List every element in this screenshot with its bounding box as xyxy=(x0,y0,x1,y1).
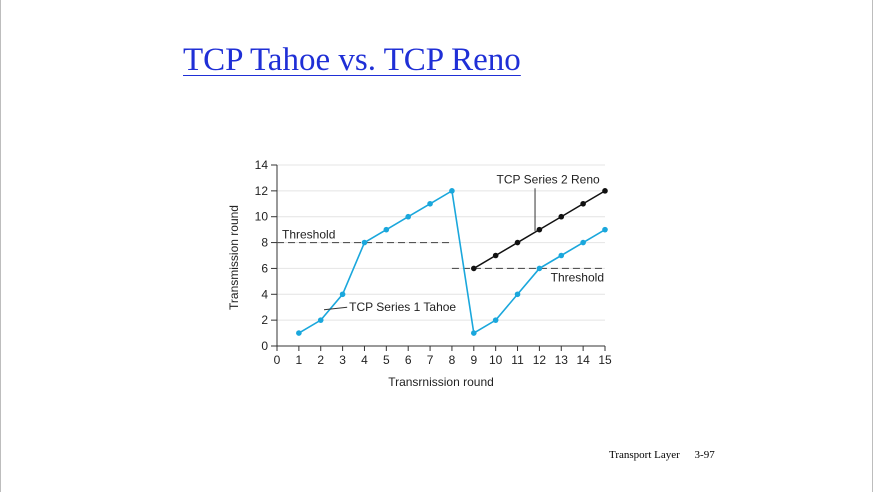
data-point xyxy=(602,188,608,194)
x-tick-label: 10 xyxy=(489,353,503,367)
y-tick-label: 10 xyxy=(255,210,269,224)
data-point xyxy=(405,213,412,220)
x-tick-label: 3 xyxy=(339,353,346,367)
data-point xyxy=(536,265,543,272)
x-tick-label: 4 xyxy=(361,353,368,367)
data-point xyxy=(558,213,565,220)
x-tick-label: 15 xyxy=(598,353,612,367)
y-tick-label: 4 xyxy=(261,287,268,301)
y-tick-label: 8 xyxy=(261,236,268,250)
data-point xyxy=(471,265,477,272)
data-point xyxy=(296,330,302,336)
x-tick-label: 13 xyxy=(555,353,569,367)
data-point xyxy=(339,291,346,298)
data-point xyxy=(580,239,586,246)
annotation-reno: TCP Series 2 Reno xyxy=(497,173,600,187)
x-tick-label: 1 xyxy=(296,353,303,367)
footer-page-number: 3-97 xyxy=(694,449,715,461)
data-point xyxy=(514,239,521,246)
y-tick-label: 14 xyxy=(255,158,269,172)
x-tick-label: 8 xyxy=(449,353,456,367)
x-tick-label: 9 xyxy=(470,353,477,367)
x-tick-label: 0 xyxy=(274,353,281,367)
x-axis-title: Transrnission round xyxy=(388,375,494,389)
x-tick-label: 14 xyxy=(576,353,590,367)
threshold-label: Threshold xyxy=(551,270,604,284)
slide-title: TCP Tahoe vs. TCP Reno xyxy=(183,42,521,78)
slide-footer: Transport Layer 3-97 xyxy=(609,449,715,461)
x-tick-label: 12 xyxy=(533,353,547,367)
y-tick-label: 6 xyxy=(261,261,268,275)
x-tick-label: 7 xyxy=(427,353,434,367)
threshold-label: Threshold xyxy=(282,228,335,242)
annotation-leader-tahoe xyxy=(323,306,348,311)
footer-section: Transport Layer xyxy=(609,449,680,461)
y-tick-label: 0 xyxy=(261,339,268,353)
data-point xyxy=(580,200,586,207)
data-point xyxy=(558,252,565,259)
data-point xyxy=(383,226,390,233)
data-point xyxy=(492,252,499,259)
y-tick-label: 2 xyxy=(261,313,268,327)
data-point xyxy=(536,226,543,233)
x-tick-label: 6 xyxy=(405,353,412,367)
y-axis-title: Transmission round xyxy=(227,205,241,310)
data-point xyxy=(427,200,433,207)
data-point xyxy=(471,330,477,336)
x-tick-label: 2 xyxy=(317,353,324,367)
data-point xyxy=(492,317,499,323)
data-point xyxy=(317,317,324,323)
data-point xyxy=(514,291,521,298)
annotation-tahoe: TCP Series 1 Tahoe xyxy=(349,300,456,314)
data-point xyxy=(602,226,608,233)
x-tick-label: 11 xyxy=(511,353,524,367)
y-tick-label: 12 xyxy=(255,184,269,198)
x-tick-label: 5 xyxy=(383,353,390,367)
data-point xyxy=(449,188,455,194)
data-point xyxy=(361,239,368,246)
